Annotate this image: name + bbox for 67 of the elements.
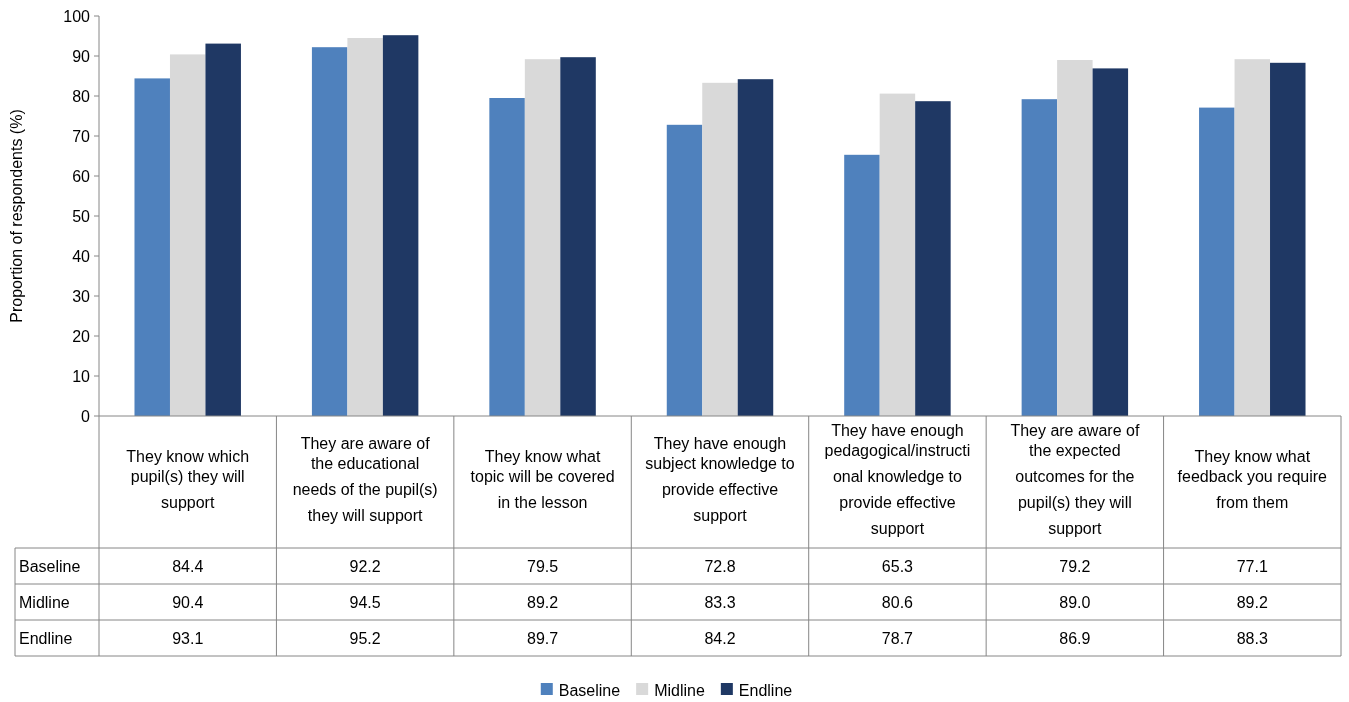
legend-label: Baseline xyxy=(558,681,621,699)
x-tick-label: They know what topic will be covered in the lesson xyxy=(470,447,615,511)
data-label: 93.1 xyxy=(172,629,204,647)
bar xyxy=(1057,60,1093,416)
bar xyxy=(915,101,951,416)
data-label: 95.2 xyxy=(349,629,381,647)
legend-label: Endline xyxy=(738,681,793,699)
data-label: 84.4 xyxy=(172,557,204,575)
y-tick-label: 90 xyxy=(72,47,91,65)
bar xyxy=(844,154,880,416)
data-label: 84.2 xyxy=(704,629,736,647)
bar xyxy=(737,79,774,416)
y-tick-label: 100 xyxy=(63,7,91,25)
x-tick-label: They are aware of the educational needs of the pupil(s) they will support xyxy=(292,434,438,524)
y-tick-label: 0 xyxy=(81,407,91,425)
x-tick-label: They know which pupil(s) they will support xyxy=(126,447,250,511)
y-tick-label: 40 xyxy=(72,247,91,265)
x-tick-label: They are aware of the expected outcomes for the pupil(s) they will support xyxy=(1010,421,1140,537)
text: Midline xyxy=(19,593,70,611)
y-tick-label: 80 xyxy=(72,87,91,105)
data-label: 83.3 xyxy=(704,593,736,611)
data-label: 89.0 xyxy=(1059,593,1091,611)
data-label: 86.9 xyxy=(1059,629,1091,647)
bar xyxy=(1021,99,1058,416)
data-label: 72.8 xyxy=(704,557,736,575)
data-label: 80.6 xyxy=(881,593,914,611)
bar xyxy=(1092,68,1129,416)
data-label: 79.5 xyxy=(527,557,559,575)
y-tick-label: 50 xyxy=(72,207,91,225)
data-label: 88.3 xyxy=(1236,629,1268,647)
data-label: 78.7 xyxy=(881,629,914,647)
data-label: 77.1 xyxy=(1236,557,1268,575)
y-tick-label: 60 xyxy=(72,167,91,185)
x-tick-label: They have enough pedagogical/instructional knowledge to provide effective support xyxy=(824,421,971,537)
y-tick-label: 30 xyxy=(72,287,91,305)
text: Endline xyxy=(19,629,73,647)
bar xyxy=(347,38,383,416)
data-label: 90.4 xyxy=(172,593,204,611)
bar xyxy=(134,78,170,416)
data-label: 89.7 xyxy=(527,629,559,647)
data-label: 79.2 xyxy=(1059,557,1091,575)
bar xyxy=(1234,59,1271,416)
y-tick-label: 20 xyxy=(72,327,91,345)
bar xyxy=(879,93,916,416)
bar xyxy=(205,43,241,416)
bar xyxy=(1270,62,1306,416)
data-label: 89.2 xyxy=(527,593,559,611)
bar xyxy=(382,35,419,416)
data-label: 92.2 xyxy=(349,557,381,575)
bar xyxy=(666,124,703,416)
x-tick-label: They know what feedback you require from them xyxy=(1177,447,1328,511)
data-label: 89.2 xyxy=(1236,593,1268,611)
bar xyxy=(311,47,348,416)
text: Baseline xyxy=(19,557,81,575)
y-axis-title: Proportion of respondents (%) xyxy=(8,109,25,323)
bar xyxy=(702,82,738,416)
y-tick-label: 70 xyxy=(72,127,91,145)
bar xyxy=(560,57,596,416)
bar xyxy=(1199,107,1235,416)
bar xyxy=(524,59,561,416)
y-tick-label: 10 xyxy=(72,367,91,385)
bar xyxy=(169,54,206,416)
x-tick-label: They have enough subject knowledge to provide effective support xyxy=(645,434,795,524)
data-label: 65.3 xyxy=(881,557,914,575)
bar xyxy=(489,98,525,416)
legend-label: Midline xyxy=(654,681,705,699)
data-label: 94.5 xyxy=(349,593,381,611)
